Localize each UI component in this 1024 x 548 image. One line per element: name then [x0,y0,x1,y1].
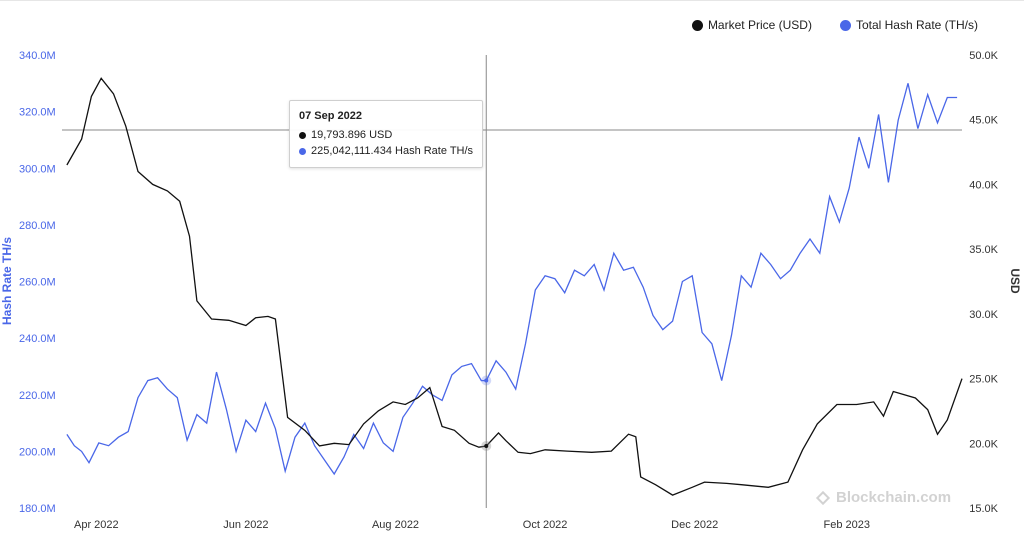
right-axis-tick-label: 40.0K [969,179,998,191]
legend-item-market-price[interactable]: Market Price (USD) [691,18,812,32]
right-axis-tick-label: 45.0K [969,115,998,127]
legend-label-market-price: Market Price (USD) [707,18,812,32]
hash-rate-dot-icon [839,19,851,31]
left-axis-tick-label: 280.0M [19,220,56,232]
x-axis-tick-label: Aug 2022 [372,519,419,531]
left-axis-tick-label: 320.0M [19,107,56,119]
blockchain-logo-icon [816,491,830,505]
tooltip-row-hash: 225,042,111.434 Hash Rate TH/s [299,143,473,159]
right-axis-tick-label: 15.0K [969,503,998,515]
crosshair-markers [481,375,492,451]
tooltip-hash-value: 225,042,111.434 Hash Rate TH/s [311,145,474,157]
tooltip-hash-dot-icon [299,147,306,155]
x-axis-tick-label: Dec 2022 [671,519,718,531]
tooltip-date: 07 Sep 2022 [299,110,362,122]
tooltip-row-price: 19,793.896 USD [299,127,473,143]
x-axis-tick-label: Feb 2023 [823,519,869,531]
right-axis-tick-label: 50.0K [969,50,998,62]
x-axis-ticks: Apr 2022 Jun 2022 Aug 2022 Oct 2022 Dec 2022… [74,519,870,531]
right-axis-tick-label: 35.0K [969,244,998,256]
market-price-dot-icon [691,19,703,31]
left-axis-tick-label: 200.0M [19,446,56,458]
right-axis-tick-label: 25.0K [969,374,998,386]
right-axis-tick-label: 30.0K [969,309,998,321]
market-price-series-line[interactable] [66,77,963,496]
x-axis-tick-label: Jun 2022 [223,519,268,531]
legend-label-hash-rate: Total Hash Rate (TH/s) [855,18,978,32]
hash-rate-marker [484,378,489,383]
crosshair [62,55,962,508]
left-axis-tick-label: 180.0M [19,503,56,515]
legend: Market Price (USD) Total Hash Rate (TH/s… [691,18,978,32]
left-axis-title: Hash Rate TH/s [0,237,14,325]
x-axis-tick-label: Oct 2022 [523,519,568,531]
left-axis-tick-label: 240.0M [19,333,56,345]
left-axis-ticks: 180.0M 200.0M 220.0M 240.0M 260.0M 280.0M 300.… [19,50,56,515]
legend-item-hash-rate[interactable]: Total Hash Rate (TH/s) [839,18,978,32]
right-axis-ticks: 15.0K 20.0K 25.0K 30.0K 35.0K 40.0K 45.0K 50.0K [969,50,998,515]
right-axis-tick-label: 20.0K [969,438,998,450]
watermark-text: Blockchain.com [836,489,952,506]
hash-rate-series-line[interactable] [66,83,958,476]
left-axis-tick-label: 300.0M [19,163,56,175]
right-axis-title: USD [1008,268,1022,294]
left-axis-tick-label: 220.0M [19,390,56,402]
tooltip: 07 Sep 2022 19,793.896 USD 225,042,111.4… [289,100,484,168]
left-axis-tick-label: 340.0M [19,50,56,62]
watermark: Blockchain.com [816,489,951,506]
market-price-marker [484,443,489,448]
x-axis-tick-label: Apr 2022 [74,519,119,531]
tooltip-price-dot-icon [299,131,306,139]
tooltip-price-value: 19,793.896 USD [311,129,393,141]
left-axis-tick-label: 260.0M [19,277,56,289]
